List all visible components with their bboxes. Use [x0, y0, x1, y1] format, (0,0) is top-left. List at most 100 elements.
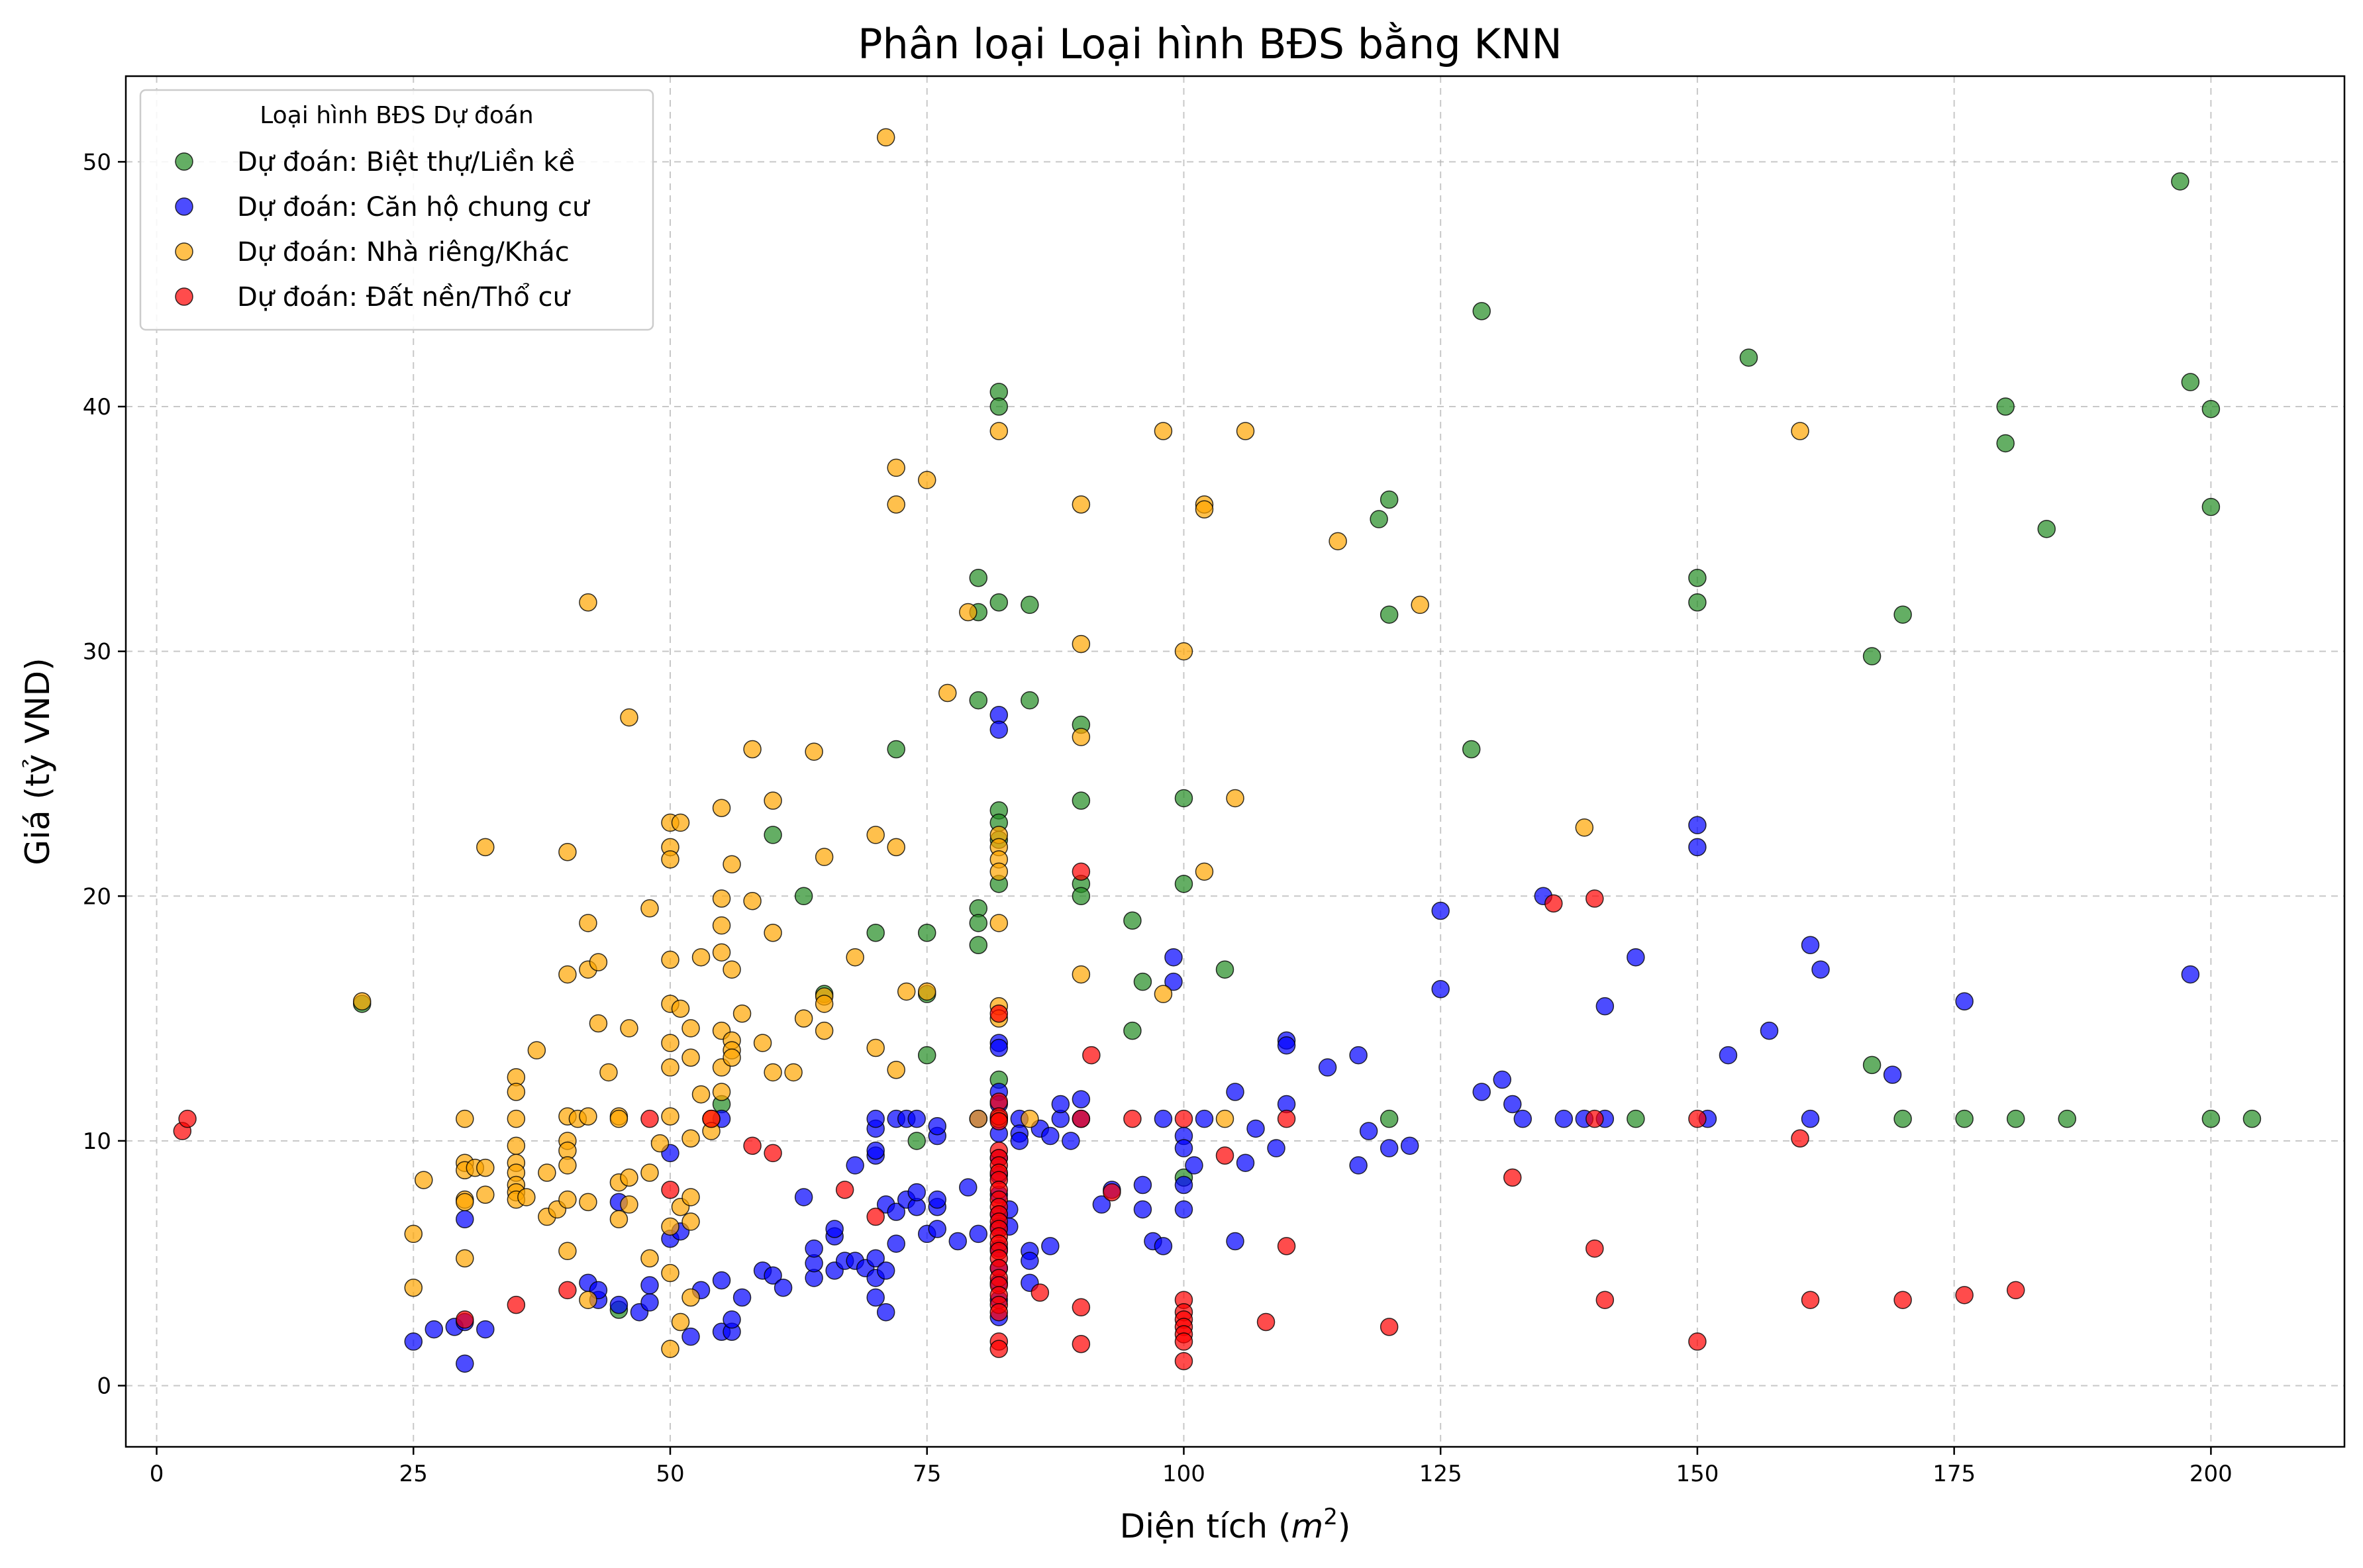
data-point — [661, 1217, 679, 1236]
scatter-points — [173, 128, 2262, 1373]
data-point — [1021, 1109, 1039, 1128]
data-point — [1996, 397, 2015, 416]
data-point — [1041, 1237, 1060, 1255]
data-point — [1215, 1146, 1234, 1165]
data-point — [1585, 1239, 1604, 1258]
data-point — [743, 1136, 762, 1155]
data-point — [1277, 1237, 1296, 1255]
data-point — [476, 1320, 495, 1339]
data-point — [1862, 1055, 1882, 1075]
y-tick-label: 10 — [83, 1128, 111, 1155]
data-point — [743, 740, 762, 759]
data-point — [907, 1183, 926, 1202]
data-point — [764, 826, 782, 844]
data-point — [691, 948, 711, 967]
x-axis: 0 25 50 75 100 125 150 175 200 — [150, 1447, 2233, 1487]
data-point — [764, 924, 782, 942]
legend-marker — [175, 242, 193, 261]
data-point — [805, 1239, 823, 1258]
data-point — [969, 936, 988, 954]
data-point — [866, 1109, 885, 1128]
data-point — [989, 397, 1009, 416]
data-point — [1072, 1090, 1091, 1108]
data-point — [1267, 1139, 1285, 1157]
data-point — [702, 1109, 721, 1128]
data-point — [178, 1109, 197, 1128]
data-point — [1021, 691, 1039, 710]
data-point — [1554, 1109, 1574, 1128]
data-point — [538, 1163, 556, 1182]
data-point — [1072, 862, 1091, 881]
data-point — [1236, 422, 1255, 440]
data-point — [1719, 1046, 1738, 1065]
data-point — [835, 1181, 854, 1199]
data-point — [1133, 1175, 1152, 1195]
data-point — [928, 1190, 946, 1209]
y-tick-label: 50 — [83, 149, 111, 175]
data-point — [989, 1038, 1009, 1057]
data-point — [732, 1288, 752, 1307]
data-point — [712, 1083, 731, 1101]
data-point — [661, 950, 679, 969]
data-point — [425, 1320, 444, 1339]
data-point — [1041, 1126, 1060, 1146]
data-point — [589, 1014, 608, 1033]
data-point — [989, 1004, 1009, 1023]
data-point — [764, 1063, 782, 1082]
data-point — [2006, 1109, 2025, 1128]
data-point — [1154, 1109, 1173, 1128]
data-point — [866, 1207, 885, 1226]
legend-box — [139, 89, 654, 331]
data-point — [989, 422, 1009, 440]
data-point — [681, 1129, 700, 1148]
data-point — [712, 1271, 731, 1290]
data-point — [1092, 1195, 1111, 1214]
data-point — [1154, 985, 1173, 1003]
data-point — [876, 1302, 895, 1322]
data-point — [476, 1158, 495, 1177]
data-point — [723, 1310, 741, 1329]
data-point — [2201, 1109, 2221, 1128]
data-point — [1154, 1237, 1173, 1255]
data-point — [661, 1263, 679, 1283]
data-point — [1791, 422, 1809, 440]
data-point — [640, 1109, 659, 1128]
data-point — [1595, 1291, 1615, 1309]
data-point — [1185, 1156, 1203, 1175]
data-point — [989, 1112, 1009, 1131]
data-point — [2242, 1109, 2262, 1128]
data-point — [558, 1281, 577, 1300]
data-point — [917, 471, 936, 489]
data-point — [712, 889, 731, 908]
data-point — [1195, 500, 1214, 519]
data-point — [661, 850, 679, 869]
data-point — [1226, 1232, 1244, 1251]
data-point — [1503, 1095, 1522, 1114]
data-point — [1575, 818, 1594, 837]
data-point — [887, 1061, 905, 1079]
data-point — [866, 826, 885, 844]
data-point — [1164, 948, 1183, 967]
data-point — [1400, 1136, 1419, 1155]
data-point — [1585, 1109, 1604, 1128]
data-point — [712, 943, 731, 962]
x-axis-label: Diện tích (m2) — [1120, 1504, 1351, 1545]
data-point — [723, 855, 741, 873]
data-point — [948, 1232, 967, 1251]
data-point — [887, 740, 905, 759]
data-point — [661, 1058, 679, 1077]
data-point — [1329, 532, 1347, 551]
legend: Loại hình BĐS Dự đoán Dự đoán: Biệt thự/… — [139, 89, 654, 331]
data-point — [1739, 348, 1758, 367]
data-point — [558, 965, 577, 984]
data-point — [1883, 1065, 1902, 1084]
data-point — [579, 914, 597, 932]
data-point — [732, 1004, 752, 1023]
data-point — [1215, 1109, 1234, 1128]
data-point — [1072, 634, 1091, 654]
data-point — [640, 1249, 659, 1268]
data-point — [743, 891, 762, 910]
data-point — [1072, 965, 1091, 984]
chart-title: Phân loại Loại hình BĐS bằng KNN — [858, 20, 1562, 68]
data-point — [1072, 1335, 1091, 1353]
